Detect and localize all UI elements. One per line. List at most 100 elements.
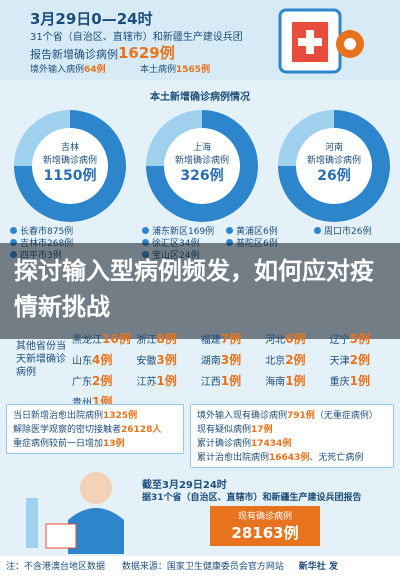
stat-row: 重症病例较前一日增加13例 [13,437,177,451]
province: 山东4例 [72,351,136,368]
donut: 河南新增确诊病例 26例 [278,110,390,222]
legend-item: 黄浦区6例 [226,226,278,238]
doctor-illustration [26,472,124,554]
province-name: 海南 [265,377,286,388]
province-name: 江苏 [136,377,157,388]
stat-row: 解除医学观察的密切接触者26128人 [13,423,177,437]
stat-label: 当日新增治愈出院病例 [13,411,104,421]
province: 江西1例 [201,372,265,389]
footer-credit: 新华社 发 [298,562,338,572]
stat-label: 累计治愈出院病例 [197,453,270,463]
value: 1629例 [118,44,175,62]
footer-source: 数据来源：国家卫生健康委员会官方网站 [121,562,284,572]
stat-value: 13例 [103,439,125,449]
province-name: 江西 [200,377,221,388]
stats-right: 境外输入现有确诊病例791例（无重症病例） 现有疑似病例17例 累计确诊病例1743… [190,404,394,468]
summary-date: 截至3月29日24时 [142,480,227,491]
province: 安徽3例 [136,351,200,368]
legend-item: 浦东新区169例 [142,226,214,238]
donut-center: 吉林新增确诊病例 1150例 [32,128,108,204]
province-value: 1例 [156,374,177,388]
province: 北京2例 [265,351,329,368]
province-name: 辽宁 [329,335,350,346]
stat-value: 1325例 [103,411,138,421]
legend-text: 黄浦区6例 [226,227,278,237]
province-name: 河北 [265,335,286,346]
value: 1565例 [176,65,211,75]
donut-center: 上海 新增确诊病例 326例 [164,128,240,204]
donut: 吉林新增确诊病例 1150例 [14,110,126,222]
province-name: 北京 [265,356,286,367]
stat-label: 解除医学观察的密切接触者 [13,425,122,435]
label: 境外输入病例 [30,65,85,75]
province: 辽宁5例 [330,330,394,347]
value: 64例 [84,65,106,75]
province-value: 2例 [349,353,370,367]
province: 海南1例 [265,372,329,389]
province: 黑龙江16例 [72,330,136,347]
province-name: 重庆 [329,377,350,388]
province: 江苏1例 [136,372,200,389]
stat-row: 现有疑似病例17例 [197,423,387,437]
other-title: 其他省份当天新增确诊病例 [16,341,66,378]
province-name: 贵州 [72,398,92,409]
province-name: 浙江 [136,335,157,346]
province: 浙江8例 [136,330,200,347]
province-value: 2例 [285,353,306,367]
stat-row: 当日新增治愈出院病例1325例 [13,409,177,423]
footer-note: 注：不含港澳台地区数据 [6,562,106,572]
province-name: 安徽 [136,356,157,367]
province-value: 4例 [92,353,113,367]
stat-value: 16643例 [269,453,310,463]
province-value: 7例 [220,332,242,346]
stat-label: 境外输入现有确诊病例 [197,411,288,421]
region-name: 河南 [324,143,343,153]
province-name: 湖南 [200,356,221,367]
section-title: 本土新增确诊病例情况 [150,92,250,103]
region-name: 吉林 [60,143,79,153]
province: 福建7例 [201,330,265,347]
summary-box: 现有确诊病例 28163例 [210,506,320,546]
legend-item: 周口市26例 [314,226,371,238]
province-name: 黑龙江 [72,335,102,346]
header-local: 本土病例1565例 [140,62,210,75]
region-name: 上海 [192,143,211,153]
region-value: 26例 [317,168,351,184]
province-value: 3例 [156,353,177,367]
province: 重庆1例 [330,372,394,389]
overlay-title: 探讨输入型病例频发，如何应对疫情新挑战 [0,243,400,339]
province-name: 广东 [72,377,92,388]
stats-left: 当日新增治愈出院病例1325例 解除医学观察的密切接触者26128人 重症病例较前一… [6,404,184,454]
province: 湖南3例 [201,351,265,368]
stat-row: 累计治愈出院病例16643例、无死亡病例 [197,451,387,465]
province: 河北6例 [265,330,329,347]
stat-row: 境外输入现有确诊病例791例（无重症病例） [197,409,387,423]
region-value: 1150例 [43,168,97,184]
province-value: 2例 [92,374,113,388]
legend-item: 长春市875例 [10,226,73,238]
province-name: 天津 [329,356,350,367]
footer: 注：不含港澳台地区数据 数据来源：国家卫生健康委员会官方网站 新华社 发 [0,556,400,578]
legend-text: 浦东新区169例 [142,227,214,237]
header-imported: 境外输入病例64例 [30,62,106,75]
region-label: 新增确诊病例 [42,156,97,166]
stat-note: （无重症病例） [314,411,378,421]
province-name: 福建 [200,335,221,346]
stat-label: 重症病例较前一日增加 [13,439,104,449]
header-total: 报告新增确诊病例1629例 [30,42,175,63]
province: 广东2例 [72,372,136,389]
province: 天津2例 [330,351,394,368]
medical-icon [278,8,364,74]
province-value: 16例 [102,332,131,346]
region-label: 新增确诊病例 [306,156,361,166]
province-value: 8例 [156,332,177,346]
stat-label: 现有疑似病例 [197,425,252,435]
stat-value: 26128人 [121,425,162,435]
stat-row: 累计确诊病例17434例 [197,437,387,451]
stat-value: 17例 [251,425,273,435]
province-grid: 黑龙江16例 浙江8例 福建7例 河北6例 辽宁5例 山东4例 安徽3例 湖南3例 北京2例 天津… [72,330,394,410]
donut: 上海 新增确诊病例 326例 [146,110,258,222]
province-name: 山东 [72,356,92,367]
legend-text: 周口市26例 [314,227,371,237]
province-value: 1例 [349,374,370,388]
